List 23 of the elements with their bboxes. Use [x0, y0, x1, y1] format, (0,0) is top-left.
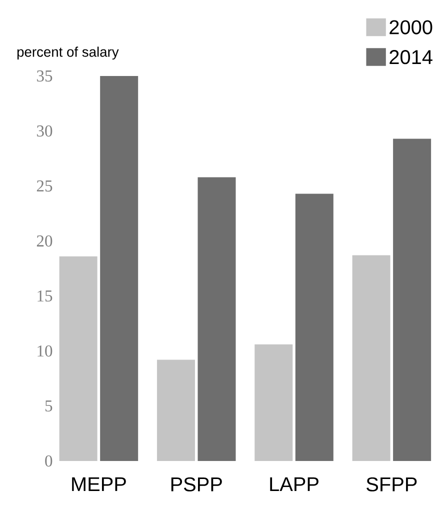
y-tick-label: 35: [37, 70, 52, 82]
y-tick-label: 25: [37, 180, 52, 192]
y-tick-label: 15: [38, 290, 52, 302]
x-tick-label: SFPP: [366, 477, 417, 492]
x-tick-label: MEPP: [72, 477, 126, 492]
legend-label: 2014: [390, 50, 433, 64]
bar: [254, 344, 293, 461]
x-tick-label: PSPP: [172, 477, 222, 492]
bar: [157, 360, 196, 461]
y-tick-label: 5: [46, 400, 52, 412]
bar: [59, 256, 98, 461]
bar: [296, 194, 334, 461]
y-axis-title: percent of salary: [18, 46, 119, 60]
y-tick-label: 30: [37, 125, 52, 137]
x-tick-label: LAPP: [270, 477, 319, 492]
y-tick-label: 10: [38, 345, 52, 357]
bar: [393, 138, 432, 461]
y-tick-label: 0: [45, 455, 52, 467]
bar: [352, 255, 390, 461]
legend-label: 2000: [390, 20, 432, 34]
bar: [100, 76, 138, 461]
bar: [198, 177, 236, 461]
y-tick-label: 20: [37, 235, 52, 247]
